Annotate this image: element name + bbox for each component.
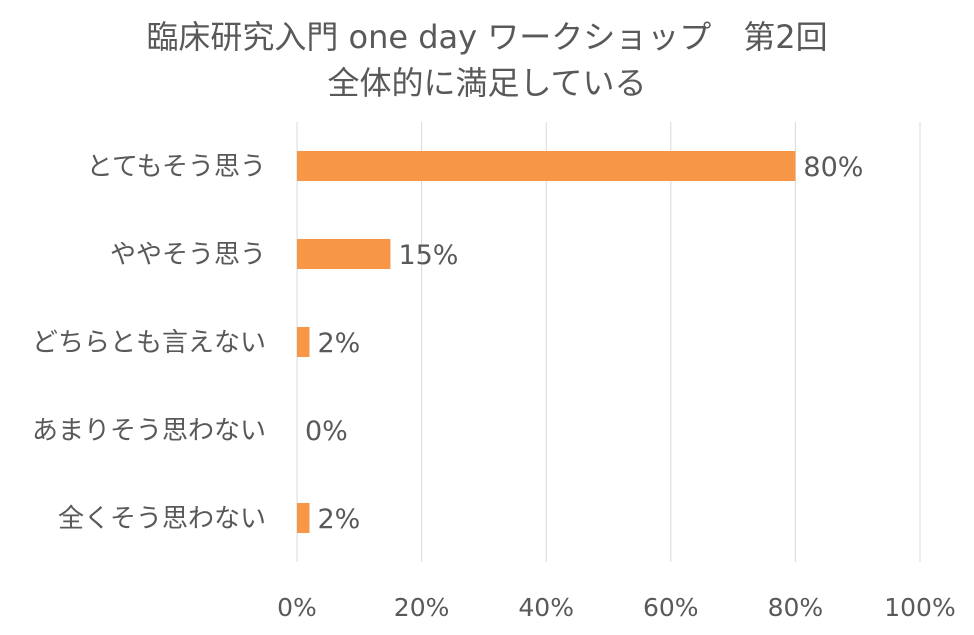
bar: [297, 327, 310, 357]
x-tick-label: 0%: [277, 593, 317, 622]
data-label: 15%: [398, 240, 458, 271]
x-tick-label: 100%: [884, 593, 955, 622]
x-tick-label: 20%: [394, 593, 450, 622]
category-label: どちらとも言えない: [32, 328, 266, 358]
category-label: とてもそう思う: [87, 152, 266, 182]
chart-title-line-1: 臨床研究入門 one day ワークショップ 第2回: [146, 18, 828, 56]
bar: [297, 503, 310, 533]
data-label: 2%: [317, 328, 360, 359]
bar: [297, 239, 391, 269]
x-tick-label: 80%: [768, 593, 824, 622]
data-label: 80%: [803, 152, 863, 183]
category-label: ややそう思う: [110, 240, 266, 270]
x-tick-label: 60%: [643, 593, 699, 622]
data-label: 2%: [317, 504, 360, 535]
x-tick-label: 40%: [518, 593, 574, 622]
category-label: 全くそう思わない: [58, 504, 266, 534]
category-label: あまりそう思わない: [32, 416, 266, 446]
chart-title-line-2: 全体的に満足している: [327, 64, 647, 102]
data-label: 0%: [305, 416, 348, 447]
bar: [297, 151, 796, 181]
